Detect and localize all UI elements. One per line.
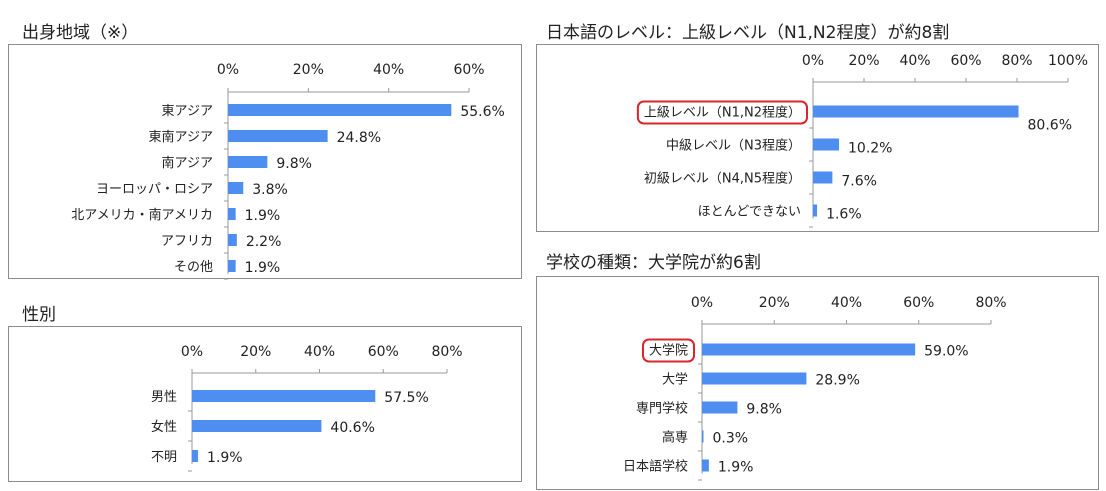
category-label: 東アジア (162, 103, 213, 119)
x-tick-label: 40% (899, 53, 930, 69)
category-label: 専門学校 (636, 401, 688, 417)
category-label: 大学 (662, 372, 688, 388)
bar-chart-origin: 0% 20% 40% 60% 東アジア 55.6% 東南アジア 24.8% 南アジア 9.8% ヨー… (71, 62, 505, 280)
category-label: 不明 (151, 450, 177, 465)
value-label: 0.3% (713, 431, 749, 447)
x-tick-label: 0% (217, 62, 239, 78)
chart-title-gender: 性別 (22, 305, 56, 325)
value-label: 1.6% (826, 207, 862, 223)
value-label: 9.8% (276, 156, 312, 172)
value-label: 57.5% (384, 390, 428, 406)
chart-panel-gender: 0% 20% 40% 60% 80% 男性 57.5% 女性 40.6% 不明 1.9% (8, 326, 522, 482)
category-label: アフリカ (161, 234, 213, 249)
x-tick-label: 60% (368, 344, 399, 360)
category-label: 南アジア (162, 155, 213, 171)
x-tick-label: 40% (304, 344, 335, 360)
x-tick-label: 20% (759, 295, 790, 311)
chart-panel-japanese-level: 0% 20% 40% 60% 80% 100% 上級レベル（N1,N2程度） 80.6% 中級レ… (536, 44, 1099, 232)
x-tick-label: 60% (453, 62, 484, 78)
bar (702, 401, 738, 414)
x-tick-label: 20% (240, 344, 271, 360)
value-label: 80.6% (1028, 118, 1072, 134)
bar (813, 138, 840, 151)
bar (813, 171, 833, 184)
value-label: 55.6% (460, 104, 504, 120)
value-label: 2.2% (246, 234, 282, 250)
bar-chart-gender: 0% 20% 40% 60% 80% 男性 57.5% 女性 40.6% 不明 1.9% (151, 344, 463, 472)
x-tick-label: 100% (1048, 53, 1088, 69)
chart-panel-school-type: 0% 20% 40% 60% 80% 大学院 59.0% 大学 28.9% 専門学校 9.8% 高専 0… (536, 276, 1099, 490)
x-tick-label: 60% (903, 295, 934, 311)
x-tick-label: 40% (831, 295, 862, 311)
category-label: 大学院 (649, 343, 688, 359)
category-label: ほとんどできない (698, 205, 801, 220)
x-tick-label: 60% (950, 53, 981, 69)
category-label: ヨーロッパ・ロシア (96, 182, 213, 197)
category-label: 日本語学校 (623, 459, 688, 475)
category-label: 上級レベル（N1,N2程度） (644, 105, 801, 121)
bar (228, 260, 236, 272)
x-tick-label: 80% (975, 295, 1006, 311)
category-label: 男性 (151, 390, 177, 405)
highlight-box (636, 100, 808, 125)
bar (228, 234, 237, 246)
bar (192, 390, 376, 402)
value-label: 7.6% (841, 174, 877, 190)
value-label: 59.0% (924, 344, 968, 360)
x-tick-label: 20% (293, 62, 324, 78)
bar (702, 430, 704, 443)
highlight-box (641, 338, 695, 363)
bar (228, 208, 236, 220)
chart-panel-origin: 0% 20% 40% 60% 東アジア 55.6% 東南アジア 24.8% 南アジア 9.8% ヨー… (8, 44, 522, 280)
category-label: 高専 (662, 430, 688, 446)
value-label: 40.6% (330, 420, 374, 436)
bar (813, 204, 818, 217)
category-label: 中級レベル（N3程度） (666, 138, 801, 154)
value-label: 1.9% (245, 260, 281, 276)
chart-title-japanese-level: 日本語のレベル：上級レベル（N1,N2程度）が約8割 (546, 23, 950, 43)
bar (228, 156, 268, 168)
bar (192, 420, 322, 432)
bar-chart-japanese-level: 0% 20% 40% 60% 80% 100% 上級レベル（N1,N2程度） 80.6% 中級レ… (636, 53, 1088, 228)
category-label: 女性 (151, 419, 177, 435)
bar (813, 105, 1019, 118)
chart-title-origin: 出身地域（※） (22, 23, 139, 43)
bar (192, 450, 199, 462)
x-tick-label: 0% (181, 344, 203, 360)
value-label: 1.9% (207, 450, 243, 466)
value-label: 24.8% (337, 130, 381, 146)
category-label: その他 (174, 260, 213, 275)
value-label: 10.2% (848, 141, 892, 157)
bar (228, 130, 328, 142)
value-label: 1.9% (245, 208, 281, 224)
bar (702, 343, 916, 356)
x-tick-label: 80% (431, 344, 462, 360)
chart-title-school-type: 学校の種類：大学院が約6割 (546, 253, 761, 273)
x-tick-label: 0% (802, 53, 824, 69)
category-label: 初級レベル（N4,N5程度） (644, 171, 801, 187)
bar-chart-school-type: 0% 20% 40% 60% 80% 大学院 59.0% 大学 28.9% 専門学校 9.8% 高専 0… (623, 295, 1007, 481)
category-label: 東南アジア (149, 129, 213, 145)
bar (228, 182, 244, 194)
category-label: 北アメリカ・南アメリカ (71, 207, 213, 223)
bar (702, 372, 807, 385)
value-label: 28.9% (815, 373, 859, 389)
x-tick-label: 40% (373, 62, 404, 78)
bar (702, 459, 709, 472)
x-tick-label: 0% (691, 295, 713, 311)
value-label: 9.8% (746, 402, 782, 418)
bar (228, 104, 452, 116)
x-tick-label: 20% (848, 53, 879, 69)
x-tick-label: 80% (1001, 53, 1032, 69)
value-label: 3.8% (252, 182, 288, 198)
value-label: 1.9% (718, 460, 754, 476)
